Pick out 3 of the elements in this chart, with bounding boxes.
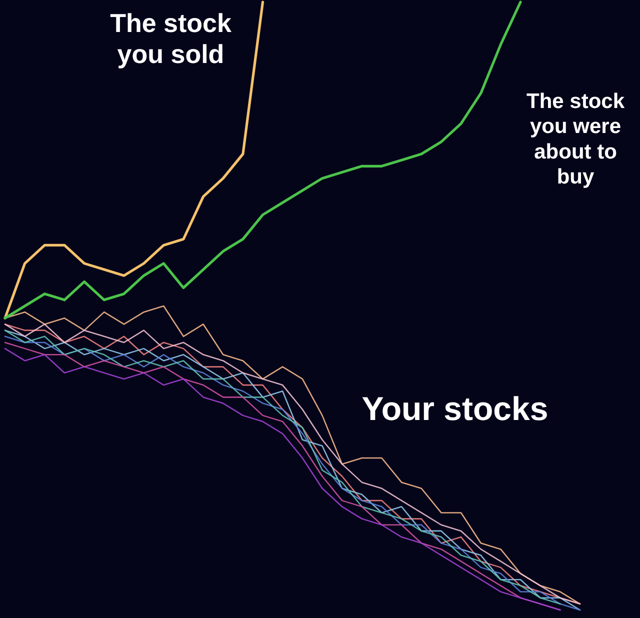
series-label: The stock you were about to buy <box>526 90 625 189</box>
annotation: Your stocks <box>362 390 548 427</box>
series-label: The stock you sold <box>110 8 232 70</box>
